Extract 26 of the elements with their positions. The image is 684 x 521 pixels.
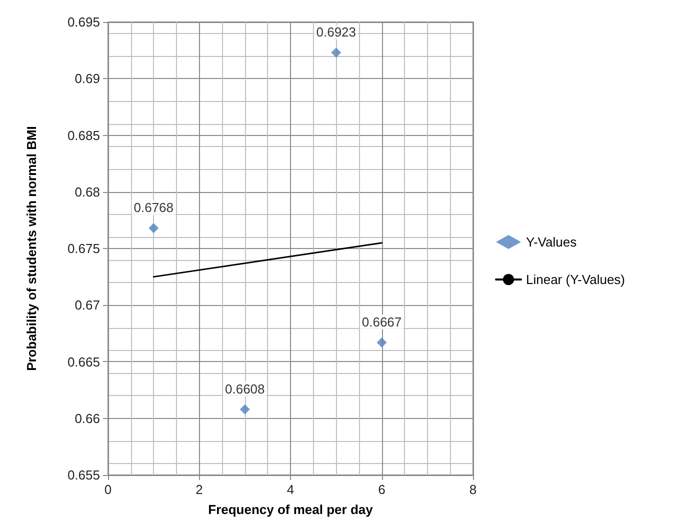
x-tick-label: 0: [104, 482, 112, 497]
legend-label: Linear (Y-Values): [526, 272, 625, 287]
y-axis-title: Probability of students with normal BMI: [24, 126, 39, 371]
data-label: 0.6923: [316, 24, 356, 40]
y-tick-label: 0.66: [74, 410, 100, 426]
x-tick-label: 6: [378, 482, 386, 497]
y-tick-label: 0.685: [67, 128, 100, 143]
point: [331, 48, 342, 58]
x-tick-label: 4: [286, 482, 294, 497]
legend-label: Y-Values: [526, 234, 578, 250]
y-tick-label: 0.67: [74, 298, 100, 313]
data-label: 0.6667: [362, 314, 402, 330]
y-tick-label: 0.665: [67, 354, 100, 370]
x-tick-label: 8: [469, 482, 477, 497]
y-tick-label: 0.675: [67, 241, 100, 256]
y-tick-label: 0.695: [67, 14, 100, 30]
point: [240, 404, 250, 414]
data-label: 0.6768: [134, 200, 174, 216]
y-tick-label: 0.68: [74, 184, 100, 200]
x-axis-title: Frequency of meal per day: [208, 502, 374, 517]
y-tick-label: 0.69: [74, 71, 100, 86]
point: [376, 337, 387, 348]
y-tick-label: 0.655: [67, 468, 100, 482]
point: [148, 223, 159, 234]
x-tick-label: 2: [196, 482, 203, 497]
data-label: 0.6608: [224, 381, 265, 396]
